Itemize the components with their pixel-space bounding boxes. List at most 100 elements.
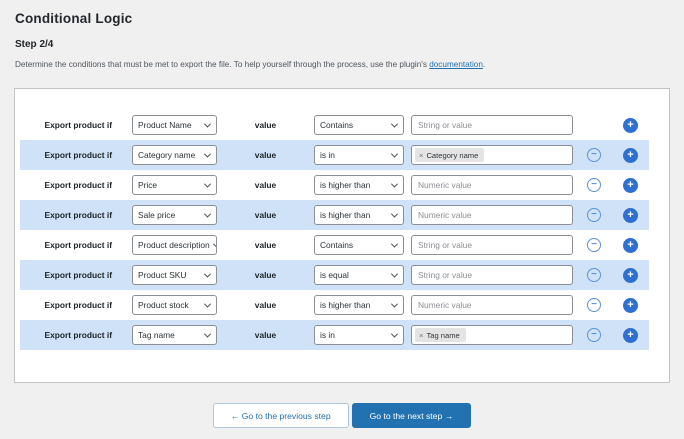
field-select[interactable]: Price — [132, 175, 217, 195]
remove-condition-button[interactable]: − — [587, 178, 601, 192]
add-condition-button[interactable]: + — [623, 117, 638, 133]
add-condition-button[interactable]: + — [623, 147, 638, 163]
remove-condition-button[interactable]: − — [587, 298, 601, 312]
remove-condition-button[interactable]: − — [587, 328, 601, 342]
value-input[interactable]: × Tag name — [411, 325, 573, 345]
chevron-down-icon — [203, 330, 212, 338]
field-select[interactable]: Sale price — [132, 205, 217, 225]
add-condition-button[interactable]: + — [623, 177, 638, 193]
step-indicator: Step 2/4 — [15, 39, 54, 50]
operator-select[interactable]: is higher than — [314, 205, 404, 225]
value-input[interactable] — [411, 235, 573, 255]
chevron-down-icon — [390, 120, 399, 128]
remove-condition-button[interactable]: − — [587, 238, 601, 252]
remove-condition-button[interactable]: − — [587, 148, 601, 162]
operator-select[interactable]: is equal — [314, 265, 404, 285]
operator-select[interactable]: is higher than — [314, 295, 404, 315]
next-step-button[interactable]: Go to the next step → — [351, 403, 472, 428]
operator-select[interactable]: is higher than — [314, 175, 404, 195]
row-label: Export product if — [44, 240, 112, 250]
previous-step-button[interactable]: ← Go to the previous step — [212, 403, 349, 428]
condition-row: Export product if Product description va… — [20, 230, 649, 260]
chevron-down-icon — [203, 150, 212, 158]
value-input[interactable] — [411, 175, 573, 195]
value-input[interactable]: × Category name — [411, 145, 573, 165]
operator-select-value: is equal — [320, 270, 349, 280]
condition-row: Export product if Product Name value Con… — [20, 110, 649, 140]
chip-label: Category name — [426, 150, 479, 160]
row-label: Export product if — [44, 120, 112, 130]
chevron-down-icon — [390, 180, 399, 188]
condition-row: Export product if Tag name value is in ×… — [20, 320, 649, 350]
field-select-value: Product SKU — [138, 270, 187, 280]
description-text: Determine the conditions that must be me… — [15, 60, 430, 69]
value-label: value — [254, 180, 277, 190]
conditions-panel: Export product if Product Name value Con… — [14, 88, 670, 383]
row-label: Export product if — [44, 300, 112, 310]
field-select-value: Product description — [138, 240, 210, 250]
field-select-value: Product stock — [138, 300, 189, 310]
value-label: value — [254, 330, 277, 340]
operator-select-value: is in — [320, 150, 335, 160]
value-label: value — [254, 120, 277, 130]
field-select-value: Product Name — [138, 120, 192, 130]
field-select[interactable]: Product description — [132, 235, 217, 255]
operator-select[interactable]: is in — [314, 145, 404, 165]
value-input[interactable] — [411, 205, 573, 225]
add-condition-button[interactable]: + — [623, 207, 638, 223]
condition-row: Export product if Price value is higher … — [20, 170, 649, 200]
row-label: Export product if — [44, 330, 112, 340]
operator-select-value: is in — [320, 330, 335, 340]
field-select-value: Category name — [138, 150, 196, 160]
selected-term-chip[interactable]: × Tag name — [415, 328, 466, 342]
value-label: value — [254, 150, 277, 160]
field-select-value: Sale price — [138, 210, 176, 220]
field-select[interactable]: Category name — [132, 145, 217, 165]
wizard-navigation: ← Go to the previous step Go to the next… — [0, 403, 684, 428]
field-select[interactable]: Tag name — [132, 325, 217, 345]
chevron-down-icon — [390, 270, 399, 278]
chip-label: Tag name — [426, 330, 460, 340]
value-label: value — [254, 300, 277, 310]
condition-row: Export product if Product stock value is… — [20, 290, 649, 320]
add-condition-button[interactable]: + — [623, 267, 638, 283]
value-input[interactable] — [411, 115, 573, 135]
chevron-down-icon — [390, 330, 399, 338]
operator-select[interactable]: is in — [314, 325, 404, 345]
add-condition-button[interactable]: + — [623, 297, 638, 313]
operator-select-value: Contains — [320, 120, 354, 130]
field-select[interactable]: Product stock — [132, 295, 217, 315]
value-input[interactable] — [411, 295, 573, 315]
field-select-value: Tag name — [138, 330, 175, 340]
value-input[interactable] — [411, 265, 573, 285]
chevron-down-icon — [203, 270, 212, 278]
remove-condition-button[interactable]: − — [587, 208, 601, 222]
row-label: Export product if — [44, 210, 112, 220]
chevron-down-icon — [203, 180, 212, 188]
chevron-down-icon — [390, 150, 399, 158]
chevron-down-icon — [203, 210, 212, 218]
operator-select-value: is higher than — [320, 300, 371, 310]
field-select[interactable]: Product Name — [132, 115, 217, 135]
row-label: Export product if — [44, 150, 112, 160]
condition-row: Export product if Product SKU value is e… — [20, 260, 649, 290]
operator-select[interactable]: Contains — [314, 115, 404, 135]
field-select-value: Price — [138, 180, 158, 190]
remove-term-icon[interactable]: × — [419, 330, 424, 340]
page-header: Conditional Logic Step 2/4 Determine the… — [0, 0, 684, 69]
row-label: Export product if — [44, 180, 112, 190]
value-label: value — [254, 240, 277, 250]
condition-row: Export product if Sale price value is hi… — [20, 200, 649, 230]
add-condition-button[interactable]: + — [623, 237, 638, 253]
remove-condition-button[interactable]: − — [587, 268, 601, 282]
chevron-down-icon — [390, 240, 399, 248]
remove-term-icon[interactable]: × — [419, 150, 424, 160]
add-condition-button[interactable]: + — [623, 327, 638, 343]
operator-select-value: is higher than — [320, 210, 371, 220]
operator-select[interactable]: Contains — [314, 235, 404, 255]
field-select[interactable]: Product SKU — [132, 265, 217, 285]
documentation-link[interactable]: documentation — [429, 60, 483, 69]
value-label: value — [254, 210, 277, 220]
selected-term-chip[interactable]: × Category name — [415, 148, 485, 162]
page-title: Conditional Logic — [15, 11, 133, 26]
